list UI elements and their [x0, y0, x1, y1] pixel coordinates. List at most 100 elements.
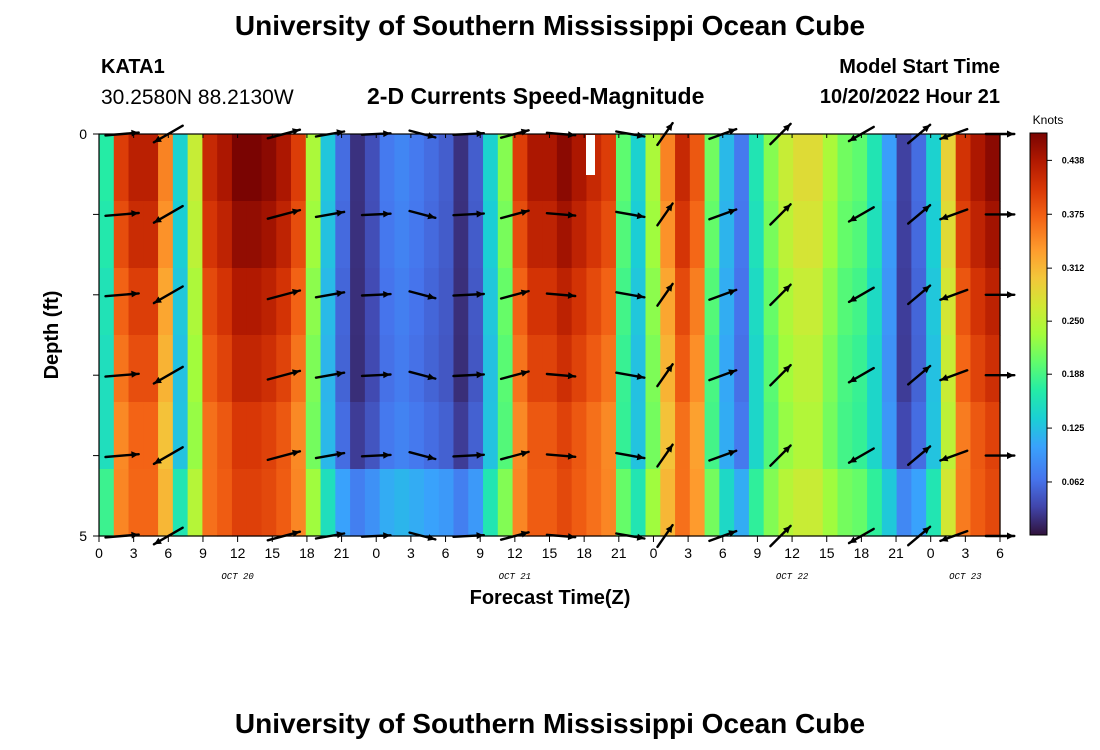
heatmap-cell: [276, 134, 292, 202]
heatmap-cell: [793, 469, 809, 537]
heatmap-cell: [970, 335, 986, 403]
heatmap-cell: [807, 268, 824, 336]
current-vector: [615, 371, 646, 380]
heatmap-cell: [704, 201, 720, 269]
heatmap-cell: [483, 335, 499, 403]
heatmap-cell: [985, 335, 1001, 403]
vector-arrowhead: [153, 296, 162, 304]
vector-arrowhead: [636, 292, 645, 300]
current-vector: [408, 451, 437, 461]
heatmap-cell: [822, 335, 839, 403]
heatmap-cell: [364, 268, 381, 336]
current-vectors: [104, 121, 1016, 549]
heatmap-cell: [837, 402, 853, 470]
heatmap-cell: [645, 268, 661, 336]
heatmap-cell: [911, 268, 927, 336]
heatmap-cell: [261, 335, 277, 403]
heatmap-cell: [911, 469, 927, 537]
heatmap-cell: [394, 268, 410, 336]
vector-arrowhead: [1007, 291, 1015, 299]
current-vector: [266, 208, 302, 220]
heatmap-cell: [246, 134, 263, 202]
vector-arrowhead: [292, 128, 300, 135]
vector-arrowhead: [940, 454, 949, 462]
heatmap-cell: [926, 402, 942, 470]
heatmap-cell: [571, 201, 588, 269]
current-vector: [314, 290, 346, 299]
vector-arrowhead: [131, 370, 139, 378]
heatmap-cell: [748, 469, 765, 537]
heatmap-cell: [896, 268, 912, 336]
vector-arrowhead: [427, 453, 436, 461]
current-vector: [769, 203, 792, 226]
heatmap-cell: [970, 134, 986, 202]
heatmap-cell: [497, 402, 514, 470]
heatmap-cell: [261, 402, 277, 470]
heatmap-cell: [867, 335, 883, 403]
heatmap-cells: [99, 134, 1001, 537]
heatmap-cell: [468, 134, 484, 202]
heatmap-cell: [793, 201, 809, 269]
heatmap-cell: [217, 335, 233, 403]
heatmap-cell: [394, 469, 410, 537]
heatmap-cell: [763, 469, 780, 537]
heatmap-cell: [423, 268, 440, 336]
heatmap-cell: [497, 469, 514, 537]
current-vector: [656, 443, 674, 468]
heatmap-cell: [837, 134, 853, 202]
heatmap-cell: [615, 335, 632, 403]
heatmap-cell: [542, 402, 558, 470]
y-axis-label: Depth (ft): [41, 291, 63, 380]
x-axis: 0 3 6 9 12 15 18 21 0 3 6 9 12 15 18 21 0 3 6 9 12 15 18 21 0 3 6 O…: [95, 134, 1004, 582]
heatmap-cell: [970, 402, 986, 470]
heatmap-cell: [556, 134, 573, 202]
current-vector: [152, 446, 184, 466]
heatmap-cell: [734, 469, 750, 537]
colorbar-tick-label: 0.312: [1062, 263, 1085, 273]
heatmap-cell: [202, 402, 218, 470]
heatmap-cell: [911, 134, 927, 202]
heatmap-cell: [113, 335, 130, 403]
x-tick-label: 9: [754, 545, 762, 561]
heatmap-cell: [291, 469, 307, 537]
heatmap-cell: [748, 201, 765, 269]
heatmap-cell: [985, 201, 1001, 269]
heatmap-cell: [187, 268, 203, 336]
heatmap-cell: [822, 469, 839, 537]
heatmap-cell: [822, 268, 839, 336]
heatmap-cell: [187, 335, 203, 403]
x-tick-label: 0: [372, 545, 380, 561]
current-vector: [907, 284, 932, 306]
vector-arrowhead: [728, 128, 737, 135]
heatmap-cell: [527, 335, 543, 403]
heatmap-cell: [320, 201, 336, 269]
vector-arrowhead: [636, 212, 645, 220]
heatmap-cell: [128, 402, 144, 470]
current-vector: [452, 451, 485, 459]
heatmap-cell: [128, 201, 144, 269]
vector-arrowhead: [476, 290, 484, 298]
heatmap-cell: [409, 402, 425, 470]
heatmap-cell: [970, 201, 986, 269]
heatmap-cell: [807, 134, 824, 202]
heatmap-cell: [822, 201, 839, 269]
heatmap-cell: [438, 402, 455, 470]
vector-arrowhead: [153, 216, 162, 223]
heatmap-cell: [763, 134, 780, 202]
heatmap-cell: [852, 268, 868, 336]
current-vector: [152, 285, 184, 305]
heatmap-cell: [172, 469, 189, 537]
current-vector: [656, 202, 674, 227]
heatmap-cell: [601, 134, 617, 202]
current-vector: [499, 209, 530, 220]
heatmap-cell: [630, 268, 647, 336]
colorbar-bar: [1029, 132, 1048, 536]
current-vector: [545, 291, 577, 299]
vector-arrowhead: [1007, 532, 1015, 540]
vector-arrowhead: [849, 536, 857, 544]
current-vector: [545, 452, 577, 460]
model-start-value: 10/20/2022 Hour 21: [819, 86, 1000, 108]
current-vector: [152, 365, 184, 385]
heatmap-cell: [113, 201, 130, 269]
heatmap-cell: [276, 469, 292, 537]
